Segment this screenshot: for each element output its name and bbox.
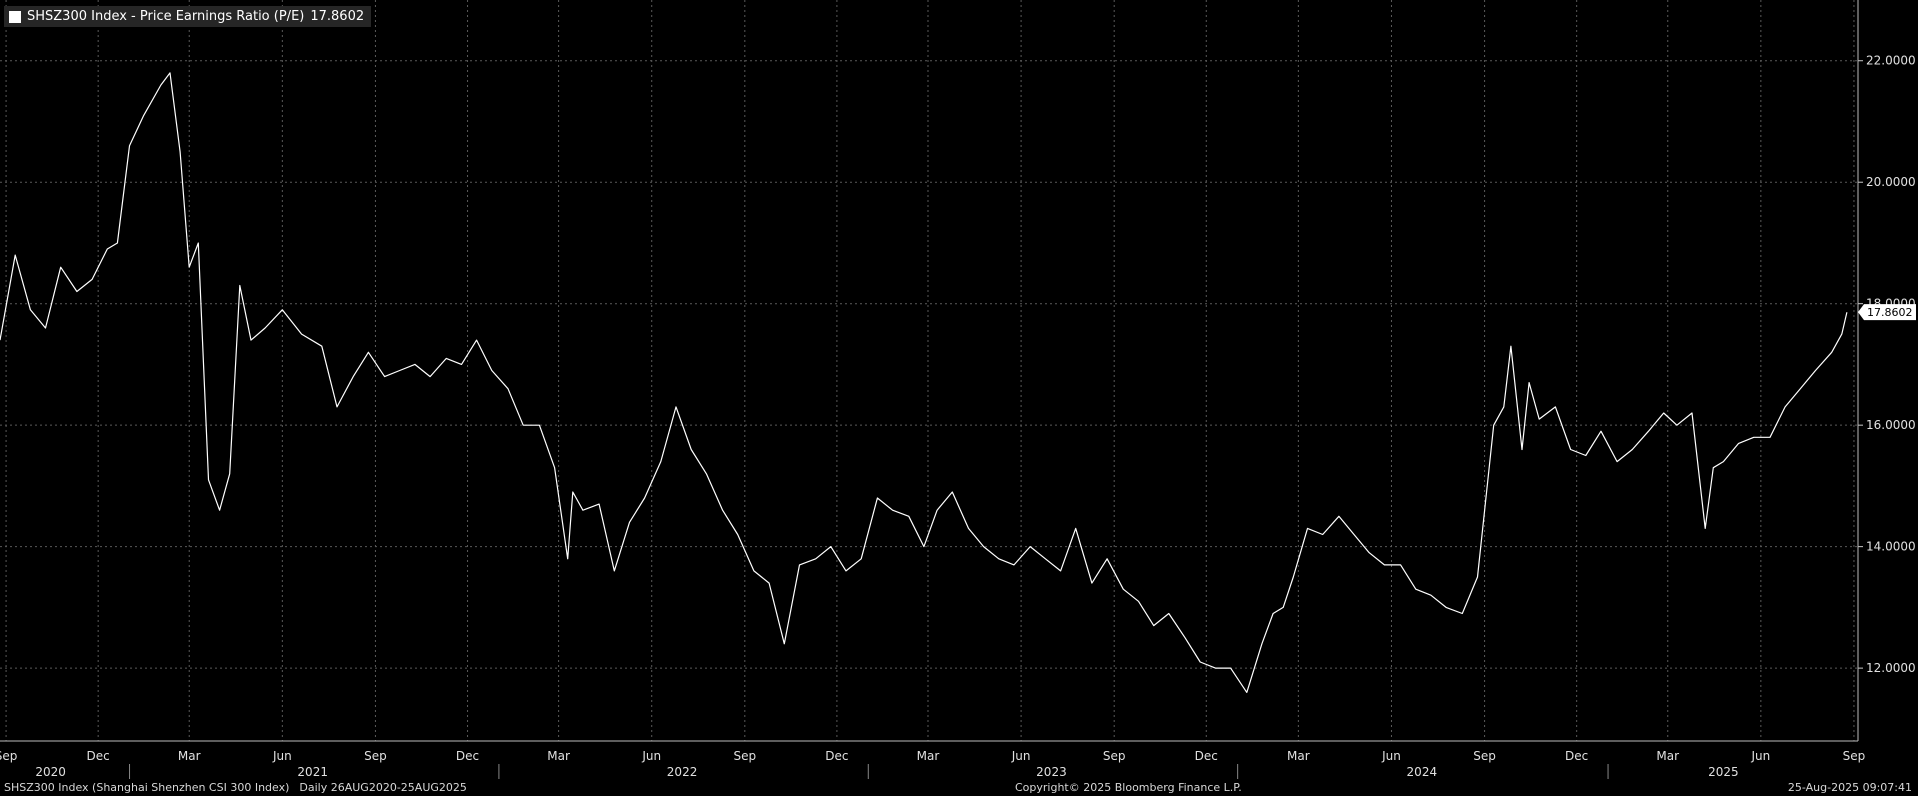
legend-last-value: 17.8602 [310, 9, 365, 24]
x-tick-label: Sep [364, 749, 387, 763]
x-tick-label: Dec [87, 749, 110, 763]
legend-box[interactable]: SHSZ300 Index - Price Earnings Ratio (P/… [4, 6, 372, 27]
last-value-label: 17.8602 [1867, 306, 1913, 319]
y-tick-label: 20.0000 [1866, 175, 1916, 189]
x-tick-label: Jun [272, 749, 292, 763]
legend-label: SHSZ300 Index - Price Earnings Ratio (P/… [27, 9, 305, 24]
x-tick-label: Sep [0, 749, 17, 763]
x-tick-label: Mar [1287, 749, 1310, 763]
x-tick-label: Mar [547, 749, 570, 763]
footer-copyright: Copyright© 2025 Bloomberg Finance L.P. [1015, 781, 1242, 794]
footer-index-name: SHSZ300 Index (Shanghai Shenzhen CSI 300… [4, 781, 290, 794]
footer-description: SHSZ300 Index (Shanghai Shenzhen CSI 300… [4, 781, 477, 794]
x-tick-label: Jun [1750, 749, 1770, 763]
x-tick-label: Sep [734, 749, 757, 763]
x-tick-label: Dec [825, 749, 848, 763]
series-layer [0, 72, 1848, 694]
x-tick-label: Sep [1103, 749, 1126, 763]
x-year-label: 2024 [1407, 765, 1438, 779]
x-year-label: 2022 [667, 765, 698, 779]
x-tick-label: Mar [1656, 749, 1679, 763]
y-tick-label: 16.0000 [1866, 418, 1916, 432]
y-tick-label: 22.0000 [1866, 54, 1916, 68]
y-tick-label: 12.0000 [1866, 661, 1916, 675]
x-tick-label: Jun [641, 749, 661, 763]
pe-ratio-line [0, 72, 1848, 694]
x-tick-label: Dec [456, 749, 479, 763]
x-tick-label: Dec [1195, 749, 1218, 763]
x-year-label: 2023 [1036, 765, 1067, 779]
footer-timestamp: 25-Aug-2025 09:07:41 [1787, 781, 1912, 794]
last-value-badge [1858, 304, 1916, 321]
x-tick-label: Mar [917, 749, 940, 763]
last-value-marker: 17.8602 [1858, 304, 1916, 321]
y-tick-label: 14.0000 [1866, 540, 1916, 554]
axis-labels: 12.000014.000016.000018.000020.000022.00… [0, 54, 1916, 779]
grid-lines [0, 0, 1858, 741]
footer-date-range: Daily 26AUG2020-25AUG2025 [299, 781, 467, 794]
axes [0, 0, 1863, 779]
x-tick-label: Jun [1011, 749, 1031, 763]
x-year-label: 2020 [35, 765, 66, 779]
x-tick-label: Sep [1473, 749, 1496, 763]
x-year-label: 2021 [297, 765, 328, 779]
x-tick-label: Sep [1843, 749, 1866, 763]
x-tick-label: Jun [1381, 749, 1401, 763]
x-tick-label: Dec [1565, 749, 1588, 763]
x-tick-label: Mar [178, 749, 201, 763]
legend-swatch [9, 10, 21, 23]
x-year-label: 2025 [1708, 765, 1739, 779]
